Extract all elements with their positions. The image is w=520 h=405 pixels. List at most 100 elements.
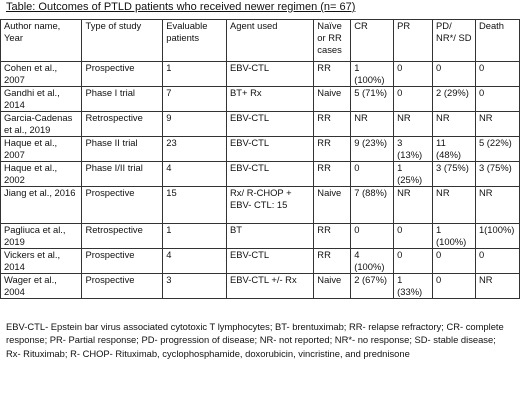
table-title: Table: Outcomes of PTLD patients who rec… — [6, 1, 356, 13]
cell-cr: 5 (71%) — [350, 86, 395, 112]
cell-agent: EBV-CTL — [226, 161, 315, 187]
cell-pr: 0 — [393, 223, 434, 249]
cell-death: 1(100%) — [474, 223, 520, 249]
cell-evaluable-patients: 7 — [162, 86, 228, 112]
cell-evaluable-patients: 1 — [162, 223, 228, 249]
cell-agent: BT — [226, 223, 315, 249]
table-row: Pagliuca et al., 2019 Retrospective 1 BT RR 0… — [0, 223, 520, 249]
cell-pr: 0 — [393, 248, 434, 274]
cell-agent: EBV-CTL — [226, 111, 315, 137]
cell-author: Garcia-Cadenas et al., 2019 — [0, 111, 83, 137]
cell-pd-nr-sd: 1 (100%) — [432, 223, 476, 249]
cell-death: 0 — [474, 86, 520, 112]
cell-cr: 0 — [350, 161, 395, 187]
cell-cr: 1 (100%) — [350, 61, 395, 87]
cell-evaluable-patients: 9 — [162, 111, 228, 137]
cell-evaluable-patients: 15 — [162, 186, 228, 224]
table-row: Cohen et al., 2007 Prospective 1 EBV-CTL RR 1… — [0, 61, 520, 87]
cell-death: NR — [474, 186, 520, 224]
cell-pd-nr-sd: 0 — [432, 248, 476, 274]
cell-study-type: Prospective — [81, 248, 164, 274]
table-row: Garcia-Cadenas et al., 2019 Retrospective… — [0, 111, 520, 137]
header-agent: Agent used — [226, 19, 315, 62]
header-author: Author name, Year — [0, 19, 83, 62]
header-naive-rr: Naïve or RR cases — [313, 19, 352, 62]
cell-naive-rr: RR — [313, 136, 352, 162]
cell-naive-rr: Naive — [313, 273, 352, 299]
table-row: Jiang et al., 2016 Prospective 15 Rx/ R-CHO… — [0, 186, 520, 224]
cell-pr: NR — [393, 111, 434, 137]
cell-study-type: Phase II trial — [81, 136, 164, 162]
cell-pr: 0 — [393, 86, 434, 112]
cell-author: Vickers et al., 2014 — [0, 248, 83, 274]
cell-pr: 3 (13%) — [393, 136, 434, 162]
cell-death: NR — [474, 111, 520, 137]
cell-evaluable-patients: 23 — [162, 136, 228, 162]
cell-death: 0 — [474, 61, 520, 87]
cell-study-type: Phase I trial — [81, 86, 164, 112]
table-row: Haque et al., 2002 Phase I/II trial 4 EBV-C… — [0, 161, 520, 187]
cell-pr: 1 (33%) — [393, 273, 434, 299]
header-pr: PR — [393, 19, 434, 62]
cell-study-type: Prospective — [81, 186, 164, 224]
cell-cr: 9 (23%) — [350, 136, 395, 162]
cell-pd-nr-sd: NR — [432, 186, 476, 224]
cell-pd-nr-sd: NR — [432, 111, 476, 137]
cell-study-type: Phase I/II trial — [81, 161, 164, 187]
cell-study-type: Prospective — [81, 273, 164, 299]
cell-agent: Rx/ R-CHOP + EBV- CTL: 15 — [226, 186, 315, 224]
table-body: Cohen et al., 2007 Prospective 1 EBV-CTL RR 1… — [0, 61, 520, 299]
cell-cr: 4 (100%) — [350, 248, 395, 274]
cell-pd-nr-sd: 3 (75%) — [432, 161, 476, 187]
cell-evaluable-patients: 4 — [162, 161, 228, 187]
cell-author: Cohen et al., 2007 — [0, 61, 83, 87]
cell-author: Gandhi et al., 2014 — [0, 86, 83, 112]
table-row: Vickers et al., 2014 Prospective 4 EBV-CTL R… — [0, 248, 520, 274]
table-row: Wager et al., 2004 Prospective 3 EBV-CTL +/… — [0, 273, 520, 299]
cell-death: 5 (22%) — [474, 136, 520, 162]
table-row: Haque et al., 2007 Phase II trial 23 EBV-CT… — [0, 136, 520, 162]
header-cr: CR — [350, 19, 395, 62]
cell-naive-rr: RR — [313, 248, 352, 274]
cell-pr: NR — [393, 186, 434, 224]
cell-cr: 2 (67%) — [350, 273, 395, 299]
header-study-type: Type of study — [81, 19, 164, 62]
cell-death: NR — [474, 273, 520, 299]
cell-study-type: Retrospective — [81, 223, 164, 249]
cell-agent: EBV-CTL — [226, 136, 315, 162]
cell-death: 0 — [474, 248, 520, 274]
cell-naive-rr: RR — [313, 111, 352, 137]
cell-death: 3 (75%) — [474, 161, 520, 187]
cell-agent: EBV-CTL +/- Rx — [226, 273, 315, 299]
cell-pd-nr-sd: 0 — [432, 273, 476, 299]
cell-author: Haque et al., 2002 — [0, 161, 83, 187]
cell-author: Jiang et al., 2016 — [0, 186, 83, 224]
cell-evaluable-patients: 1 — [162, 61, 228, 87]
cell-evaluable-patients: 4 — [162, 248, 228, 274]
table-header-row: Author name, Year Type of study Evaluable … — [0, 19, 520, 62]
cell-pr: 1 (25%) — [393, 161, 434, 187]
table-row: Gandhi et al., 2014 Phase I trial 7 BT+ Rx N… — [0, 86, 520, 112]
cell-cr: 0 — [350, 223, 395, 249]
cell-study-type: Retrospective — [81, 111, 164, 137]
cell-agent: EBV-CTL — [226, 61, 315, 87]
cell-pr: 0 — [393, 61, 434, 87]
cell-evaluable-patients: 3 — [162, 273, 228, 299]
cell-agent: EBV-CTL — [226, 248, 315, 274]
cell-agent: BT+ Rx — [226, 86, 315, 112]
cell-author: Wager et al., 2004 — [0, 273, 83, 299]
header-pd-nr-sd: PD/ NR*/ SD — [432, 19, 476, 62]
outcomes-table: Author name, Year Type of study Evaluable … — [0, 19, 520, 299]
header-evaluable-patients: Evaluable patients — [162, 19, 228, 62]
cell-naive-rr: RR — [313, 61, 352, 87]
cell-pd-nr-sd: 11 (48%) — [432, 136, 476, 162]
header-death: Death — [474, 19, 520, 62]
cell-cr: NR — [350, 111, 395, 137]
cell-cr: 7 (88%) — [350, 186, 395, 224]
cell-naive-rr: RR — [313, 161, 352, 187]
cell-naive-rr: RR — [313, 223, 352, 249]
cell-author: Haque et al., 2007 — [0, 136, 83, 162]
cell-author: Pagliuca et al., 2019 — [0, 223, 83, 249]
cell-naive-rr: Naive — [313, 186, 352, 224]
